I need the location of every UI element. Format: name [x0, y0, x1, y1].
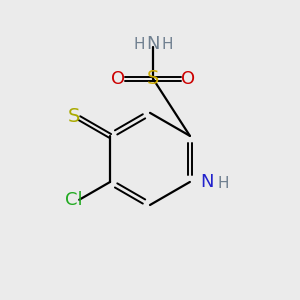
Text: N: N: [146, 35, 160, 53]
Text: O: O: [181, 70, 195, 88]
Text: H: H: [161, 37, 173, 52]
Text: O: O: [111, 70, 125, 88]
Text: S: S: [68, 107, 80, 126]
Text: H: H: [133, 37, 145, 52]
Text: Cl: Cl: [65, 191, 83, 209]
Text: N: N: [200, 173, 214, 191]
Text: H: H: [218, 176, 229, 191]
Text: S: S: [147, 69, 159, 88]
